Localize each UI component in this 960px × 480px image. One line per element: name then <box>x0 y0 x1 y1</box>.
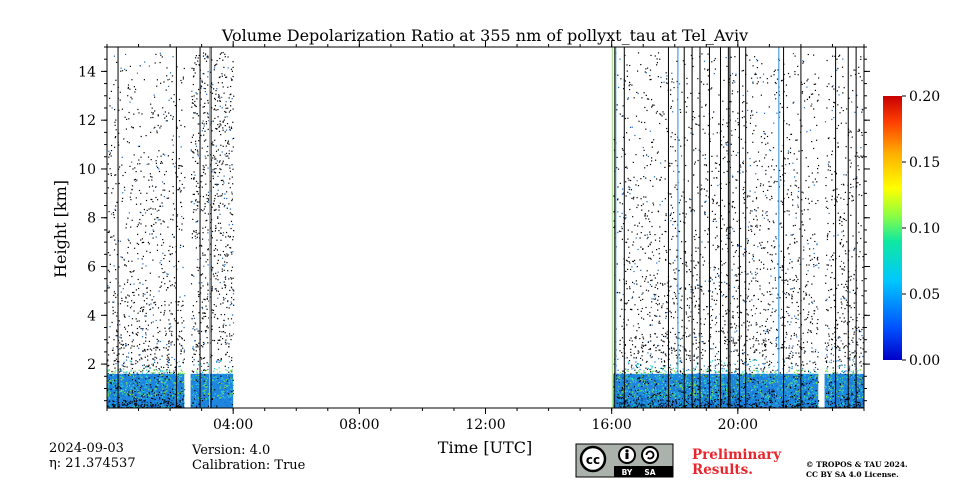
badge-by: BY <box>622 468 633 477</box>
colorbar-axis: 0.00 0.05 0.10 0.15 0.20 <box>902 89 940 369</box>
calibration-text: Calibration: True <box>192 458 306 473</box>
colorbar-tick-label: 0.20 <box>909 89 940 105</box>
noise-pixels <box>613 52 820 408</box>
colorbar-tick-label: 0.00 <box>909 353 940 369</box>
noise-pixels <box>107 52 186 408</box>
share-alike-icon <box>641 446 659 464</box>
y-tick-label: 12 <box>78 113 96 129</box>
y-axis-label: Height [km] <box>51 180 70 278</box>
footer-date-block: 2024-09-03 η: 21.374537 <box>49 441 136 471</box>
badge-sa: SA <box>644 468 655 477</box>
preliminary-note: Preliminary Results. <box>692 448 781 478</box>
y-tick-label: 14 <box>78 64 96 80</box>
colorbar-tick-label: 0.05 <box>909 287 940 303</box>
x-tick-label: 12:00 <box>465 417 505 433</box>
colorbar <box>883 96 902 360</box>
x-axis-label: Time [UTC] <box>438 438 532 457</box>
measurement-date: 2024-09-03 <box>49 441 124 456</box>
y-tick-label: 8 <box>87 211 96 227</box>
noise-pixels <box>824 54 864 408</box>
noise-pixels <box>190 52 235 408</box>
plot-area <box>107 47 864 408</box>
colorbar-tick-label: 0.15 <box>909 155 940 171</box>
footer-version-block: Version: 4.0 Calibration: True <box>192 443 305 473</box>
y-tick-label: 10 <box>78 162 96 178</box>
copyright-note: © TROPOS & TAU 2024. CC BY SA 4.0 Licens… <box>806 460 908 480</box>
x-tick-label: 20:00 <box>718 417 758 433</box>
eta-value: η: 21.374537 <box>49 456 136 471</box>
y-tick-label: 4 <box>87 308 96 324</box>
y-tick-label: 6 <box>87 260 96 276</box>
cc-icon <box>579 445 607 473</box>
copyright-line-1: © TROPOS & TAU 2024. <box>806 460 908 469</box>
cc-by-sa-badge: cc BY SA <box>575 443 674 478</box>
x-tick-label: 16:00 <box>591 417 631 433</box>
preliminary-line-1: Preliminary <box>692 447 782 463</box>
chart-title: Volume Depolarization Ratio at 355 nm of… <box>221 26 748 45</box>
preliminary-line-2: Results. <box>692 462 753 478</box>
version-text: Version: 4.0 <box>192 443 271 458</box>
colorbar-tick-label: 0.10 <box>909 221 940 237</box>
y-tick-label: 2 <box>87 357 96 373</box>
x-tick-label: 08:00 <box>339 417 379 433</box>
x-tick-label: 04:00 <box>213 417 253 433</box>
axes: 04:00 08:00 12:00 16:00 20:00 2 4 6 8 10 12 14 <box>78 41 870 433</box>
copyright-line-2: CC BY SA 4.0 License. <box>806 470 899 479</box>
